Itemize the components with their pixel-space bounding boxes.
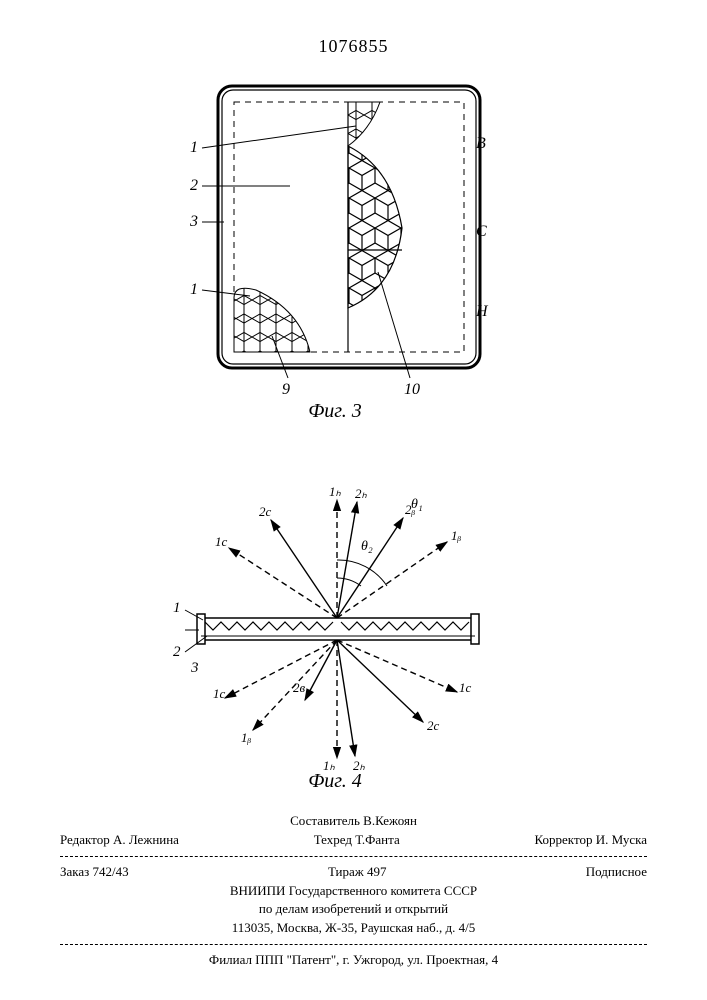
label-3: 3 <box>189 213 198 230</box>
figure-4: 1 2 3 1ₕ 2ₕ 2ᵦ 1ᵦ 2c 1c θ₁ θ₂ 1ₕ 2ₕ 2в 2… <box>155 470 515 800</box>
ray-bot-1H: 1ₕ <box>323 758 336 770</box>
label-2: 2 <box>190 177 198 194</box>
ray-top-1B: 1ᵦ <box>451 528 462 543</box>
ray-bot-2Bleft: 2в <box>293 680 306 695</box>
label-B: В <box>476 135 486 152</box>
ray-bot-1C: 1c <box>213 686 226 701</box>
ray-bot-2C: 2c <box>427 718 440 733</box>
addr1: 113035, Москва, Ж-35, Раушская наб., д. … <box>60 919 647 938</box>
techred: Техред Т.Фанта <box>314 831 400 850</box>
label-10: 10 <box>404 381 420 398</box>
editor: Редактор А. Лежнина <box>60 831 179 850</box>
ray-top-1H: 1ₕ <box>329 484 342 499</box>
podpisnoe: Подписное <box>586 863 647 882</box>
plate-section <box>197 614 479 644</box>
ray-bot-1B: 1ᵦ <box>241 730 252 745</box>
rays-bottom <box>225 640 457 758</box>
label4-2: 2 <box>173 644 181 660</box>
label-C: С <box>476 223 487 240</box>
figure-3-caption: Фиг. 3 <box>180 400 490 423</box>
ray-bot-2H: 2ₕ <box>353 758 366 770</box>
figure-4-caption: Фиг. 4 <box>155 770 515 793</box>
ray-bot-1Cr: 1c <box>459 680 472 695</box>
corrector: Корректор И. Муска <box>535 831 647 850</box>
order: Заказ 742/43 <box>60 863 129 882</box>
org2: по делам изобретений и открытий <box>60 900 647 919</box>
org1: ВНИИПИ Государственного комитета СССР <box>60 882 647 901</box>
footer-block: Составитель В.Кежоян Редактор А. Лежнина… <box>60 812 647 970</box>
tirazh: Тираж 497 <box>328 863 387 882</box>
theta2: θ₂ <box>361 539 373 554</box>
label-1-upper: 1 <box>190 139 198 156</box>
label-H: Н <box>475 303 489 320</box>
label4-1: 1 <box>173 600 181 616</box>
label4-3: 3 <box>190 660 199 676</box>
ray-top-2C: 2c <box>259 504 272 519</box>
ray-top-2H: 2ₕ <box>355 486 368 501</box>
theta1: θ₁ <box>411 497 423 512</box>
figure-3: 1 2 3 1 9 10 В С Н Фиг. 3 <box>180 78 490 408</box>
document-number: 1076855 <box>0 36 707 57</box>
ray-top-1C: 1c <box>215 534 228 549</box>
label-1-lower: 1 <box>190 281 198 298</box>
label-9: 9 <box>282 381 290 398</box>
compiler: Составитель В.Кежоян <box>60 812 647 831</box>
addr2: Филиал ППП "Патент", г. Ужгород, ул. Про… <box>60 951 647 970</box>
